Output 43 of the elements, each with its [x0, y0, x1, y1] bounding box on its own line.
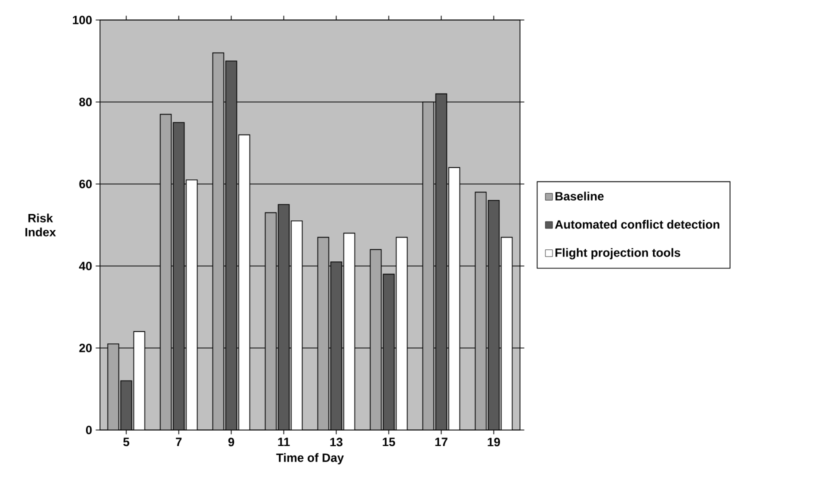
bar [343, 232, 356, 430]
bar [488, 200, 500, 430]
bar [290, 220, 303, 430]
legend-label: Automated conflict detection [555, 220, 720, 229]
bar [186, 179, 198, 430]
bar [107, 343, 120, 430]
bar [422, 102, 434, 430]
bar [317, 236, 330, 430]
y-tick-label: 80 [79, 98, 92, 106]
x-tick-label: 11 [278, 438, 290, 446]
legend-label: Flight projection tools [556, 248, 680, 260]
bar [435, 93, 448, 430]
x-tick-label: 13 [330, 438, 342, 446]
x-axis-title: Time of Day [276, 453, 344, 464]
bar [133, 331, 146, 430]
x-tick-label: 19 [488, 438, 500, 446]
bar [172, 122, 185, 430]
y-axis-title: Risk Index [25, 214, 56, 236]
x-tick-label: 15 [382, 438, 396, 446]
bar [212, 52, 224, 430]
x-tick-label: 7 [176, 438, 182, 446]
bar [278, 204, 290, 430]
bar [370, 249, 382, 430]
bar [238, 134, 250, 430]
legend-label: Baseline [556, 192, 604, 200]
y-tick-label: 40 [79, 262, 92, 270]
x-tick-label: 9 [228, 438, 234, 446]
y-tick-label: 100 [72, 16, 92, 24]
bar [448, 167, 460, 430]
bar [500, 236, 513, 430]
bar [264, 212, 277, 430]
bar [225, 60, 238, 430]
bar [330, 261, 342, 430]
bar [120, 380, 132, 430]
x-tick-label: 5 [123, 438, 130, 446]
y-tick-label: 60 [79, 180, 92, 188]
bar [474, 192, 487, 430]
y-tick-label: 0 [86, 426, 92, 434]
bar [382, 274, 395, 430]
bar [396, 236, 408, 430]
bar [160, 114, 172, 430]
x-tick-label: 17 [435, 438, 448, 446]
y-tick-label: 20 [79, 344, 92, 352]
